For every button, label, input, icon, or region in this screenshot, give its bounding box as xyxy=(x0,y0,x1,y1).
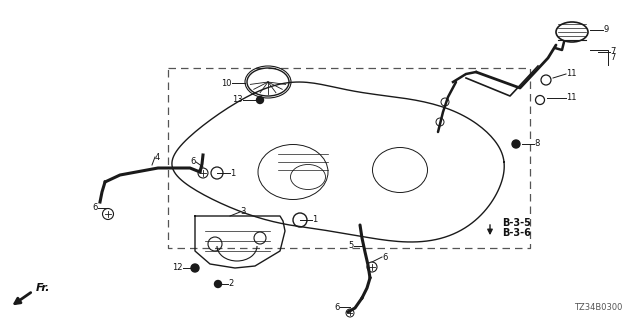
Text: 1: 1 xyxy=(312,215,317,225)
Text: 3: 3 xyxy=(240,207,245,217)
Circle shape xyxy=(512,140,520,148)
Text: 6: 6 xyxy=(335,302,340,311)
Circle shape xyxy=(191,264,199,272)
Text: 11: 11 xyxy=(566,69,577,78)
Circle shape xyxy=(257,97,264,103)
Text: 6: 6 xyxy=(93,204,98,212)
Text: 1: 1 xyxy=(230,169,236,178)
Text: 7: 7 xyxy=(610,47,616,57)
Text: 5: 5 xyxy=(349,242,354,251)
Text: 6: 6 xyxy=(191,157,196,166)
Text: 12: 12 xyxy=(173,263,183,273)
Text: 8: 8 xyxy=(534,140,540,148)
Text: Fr.: Fr. xyxy=(36,283,51,293)
Text: 7: 7 xyxy=(610,53,616,62)
Text: B-3-5: B-3-5 xyxy=(502,218,531,228)
Text: 11: 11 xyxy=(566,93,577,102)
Text: 10: 10 xyxy=(221,78,232,87)
Text: TZ34B0300: TZ34B0300 xyxy=(573,303,622,312)
Text: 9: 9 xyxy=(603,26,608,35)
Text: B-3-6: B-3-6 xyxy=(502,228,531,238)
Text: 13: 13 xyxy=(232,95,243,105)
Text: 6: 6 xyxy=(382,252,387,261)
Circle shape xyxy=(214,281,221,287)
Text: 2: 2 xyxy=(228,279,233,289)
Text: 4: 4 xyxy=(155,153,160,162)
